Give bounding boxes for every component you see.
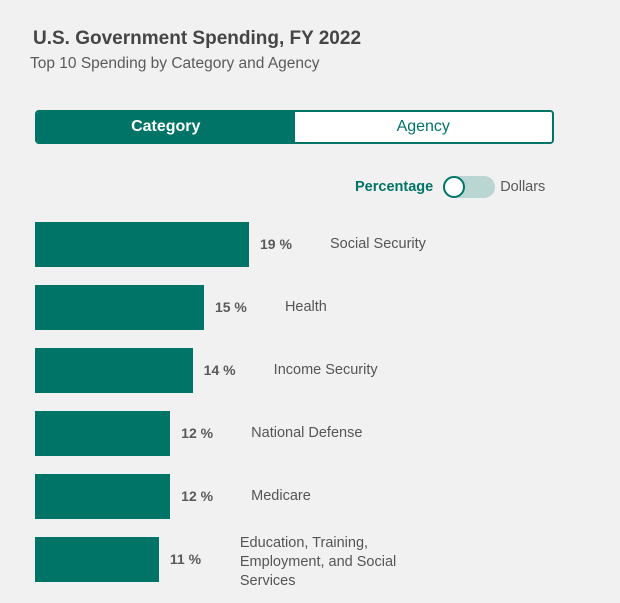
tab-category[interactable]: Category [37, 112, 295, 142]
bar-value-label: 12 % [181, 425, 214, 441]
toggle-knob[interactable] [443, 176, 466, 198]
bar-2[interactable] [35, 348, 193, 393]
bar-3[interactable] [35, 411, 171, 456]
bar-value-label: 15 % [214, 299, 247, 315]
bar-category-label: Health [284, 299, 327, 315]
bar-4[interactable] [35, 474, 171, 519]
bar-category-label: Education, Training, Employment, and Soc… [239, 534, 397, 589]
bar-value-label: 19 % [260, 236, 292, 252]
chart-subtitle: Top 10 Spending by Category and Agency [30, 55, 320, 72]
bar-category-label: Income Security [273, 362, 378, 378]
unit-toggle-row: Percentage Dollars [355, 176, 545, 198]
bar-category-label: Social Security [330, 236, 426, 252]
bar-value-label: 14 % [203, 362, 236, 378]
bar-value-label: 12 % [181, 488, 214, 504]
bar-5[interactable] [35, 537, 159, 582]
tab-agency[interactable]: Agency [294, 112, 552, 142]
bar-category-label: Medicare [251, 488, 311, 504]
chart-title: U.S. Government Spending, FY 2022 [33, 28, 362, 49]
dollars-label[interactable]: Dollars [500, 179, 546, 195]
bar-category-label: National Defense [251, 425, 363, 441]
bar-0[interactable] [35, 222, 249, 267]
view-tabs: Category Agency [35, 110, 554, 144]
percentage-label[interactable]: Percentage [355, 179, 434, 195]
bar-1[interactable] [35, 285, 204, 330]
bar-value-label: 11 % [169, 551, 202, 567]
unit-toggle-switch[interactable] [443, 176, 496, 198]
